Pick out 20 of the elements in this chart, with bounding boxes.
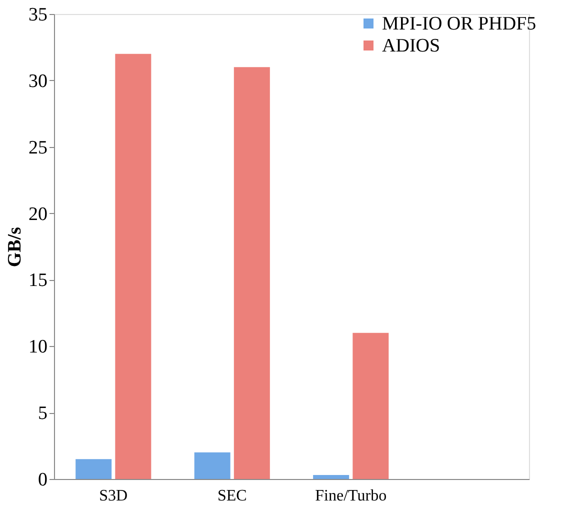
bar	[194, 452, 230, 479]
y-tick-label: 25	[28, 137, 48, 158]
y-axis-title: GB/s	[4, 226, 26, 268]
y-tick-label: 30	[28, 70, 48, 92]
x-tick-label: Fine/Turbo	[315, 488, 387, 504]
bar	[115, 54, 152, 479]
y-tick-label: 20	[28, 204, 48, 225]
y-tick-label: 15	[28, 270, 48, 292]
bar	[234, 67, 270, 479]
x-tick-label: SEC	[217, 488, 247, 504]
y-tick-label: 35	[28, 4, 48, 26]
bar	[76, 459, 112, 479]
bar	[313, 475, 350, 479]
legend-label: ADIOS	[382, 36, 440, 56]
x-tick-label: S3D	[99, 488, 128, 504]
y-tick-label: 5	[38, 403, 48, 424]
y-tick-label: 0	[38, 470, 48, 490]
bar	[352, 332, 389, 479]
y-tick-label: 10	[28, 336, 48, 358]
legend-label: MPI-IO OR PHDF5	[382, 14, 536, 34]
